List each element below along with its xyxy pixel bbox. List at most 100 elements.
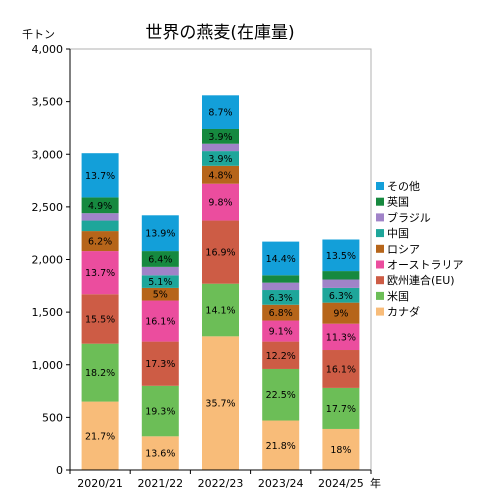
legend-swatch <box>376 260 384 269</box>
data-label: 9.8% <box>208 198 232 209</box>
legend-label: 中国 <box>387 227 409 240</box>
legend-label: 米国 <box>387 290 409 303</box>
data-label: 6.4% <box>148 254 172 265</box>
bar-segment <box>322 271 360 280</box>
bar-segment <box>202 283 239 337</box>
bar-segment <box>262 282 300 291</box>
data-label: 22.5% <box>266 390 296 401</box>
x-tick-label: 2022/23 <box>198 477 244 490</box>
bar-segment <box>141 287 179 301</box>
data-label: 6.8% <box>269 308 293 319</box>
x-tick-label: 2024/25 <box>318 477 364 490</box>
bar-segment <box>322 387 360 429</box>
bar-segment <box>262 368 300 421</box>
bar-segment <box>262 420 300 470</box>
legend-swatch <box>376 197 384 206</box>
bar-segment <box>322 239 360 272</box>
data-label: 16.1% <box>145 317 175 328</box>
x-axis: 2020/21 2021/22 2022/23 2023/24 2024/25 <box>69 469 372 490</box>
bar-stack: 21.8% 22.5% 12.2% 9.1% 6.8% 6.3% 14.4% <box>262 241 300 470</box>
data-label: 13.6% <box>145 449 175 460</box>
bar-segment <box>141 215 179 252</box>
x-tick-label: 2021/22 <box>137 477 183 490</box>
bar-segment <box>322 287 360 303</box>
bar-segment <box>81 251 119 295</box>
data-label: 16.1% <box>326 364 356 375</box>
y-tick-label: 500 <box>42 411 63 424</box>
bar-stack: 21.7% 18.2% 15.5% 13.7% 6.2% 4.9% 13.7% <box>81 153 119 470</box>
bar-segment <box>141 385 179 437</box>
data-label: 15.5% <box>85 314 115 325</box>
bar-segment <box>141 300 179 342</box>
legend-label: ロシア <box>387 243 420 256</box>
data-label: 5% <box>153 290 168 301</box>
bar-segment <box>202 183 239 221</box>
data-label: 4.9% <box>88 201 112 212</box>
bar-segment <box>202 220 239 284</box>
data-label: 13.7% <box>85 171 115 182</box>
data-label: 35.7% <box>205 399 235 410</box>
y-tick-label: 0 <box>56 464 63 477</box>
legend-label: オーストラリア <box>387 259 463 272</box>
bar-segment <box>202 151 239 166</box>
legend-swatch <box>376 213 384 222</box>
bar-segment <box>81 213 119 221</box>
bar-segment <box>141 266 179 276</box>
bar-segment <box>81 197 119 214</box>
bar-segment <box>322 350 360 388</box>
data-label: 19.3% <box>145 407 175 418</box>
data-label: 13.7% <box>85 268 115 279</box>
data-label: 18% <box>330 445 351 456</box>
bar-segment <box>262 290 300 305</box>
bar-segment <box>141 275 179 288</box>
legend-label: ブラジル <box>387 210 431 224</box>
data-label: 9.1% <box>269 327 293 338</box>
data-label: 3.9% <box>208 154 232 165</box>
legend-label: カナダ <box>387 305 420 319</box>
legend-swatch <box>376 276 384 285</box>
bar-segment <box>141 436 179 470</box>
bar-stack: 13.6% 19.3% 17.3% 16.1% 5% 5.1% 6.4% 13.9% <box>141 215 179 470</box>
bar-segment <box>141 251 179 267</box>
bar-segment <box>81 401 119 470</box>
data-label: 9% <box>333 309 348 320</box>
y-tick-label: 2,000 <box>32 254 64 267</box>
bar-stack: 18% 17.7% 16.1% 11.3% 9% 6.3% 13.5% <box>322 239 360 470</box>
legend-swatch <box>376 244 384 253</box>
data-label: 3.9% <box>208 132 232 143</box>
bar-segment <box>262 241 300 276</box>
data-label: 13.9% <box>145 229 175 240</box>
data-label: 16.9% <box>205 248 235 259</box>
bar-segment <box>81 153 119 198</box>
legend-swatch <box>376 291 384 300</box>
data-label: 14.1% <box>205 306 235 317</box>
bar-segment <box>322 279 360 288</box>
bar-segment <box>262 341 300 369</box>
legend-label: 欧州連合(EU) <box>387 273 455 287</box>
bar-segment <box>202 336 239 470</box>
bar-segment <box>202 95 239 129</box>
legend-swatch <box>376 307 384 316</box>
y-tick-label: 3,500 <box>32 96 64 109</box>
bar-segment <box>141 341 179 386</box>
bar-segment <box>262 320 300 342</box>
x-tick-label: 2020/21 <box>77 477 123 490</box>
legend-swatch <box>376 229 384 238</box>
bar-segment <box>202 165 239 184</box>
data-label: 6.3% <box>269 293 293 304</box>
data-label: 18.2% <box>85 368 115 379</box>
data-label: 5.1% <box>148 277 172 288</box>
bar-segment <box>81 343 119 402</box>
bar-segment <box>262 275 300 283</box>
bar-segment <box>322 323 360 351</box>
data-label: 21.8% <box>266 441 296 452</box>
y-tick-label: 3,000 <box>32 148 64 161</box>
data-label: 17.3% <box>145 359 175 370</box>
legend-label: 英国 <box>387 195 409 209</box>
data-label: 17.7% <box>326 404 356 415</box>
bar-segment <box>202 143 239 152</box>
data-label: 6.3% <box>329 291 353 302</box>
bar-segment <box>322 302 360 324</box>
